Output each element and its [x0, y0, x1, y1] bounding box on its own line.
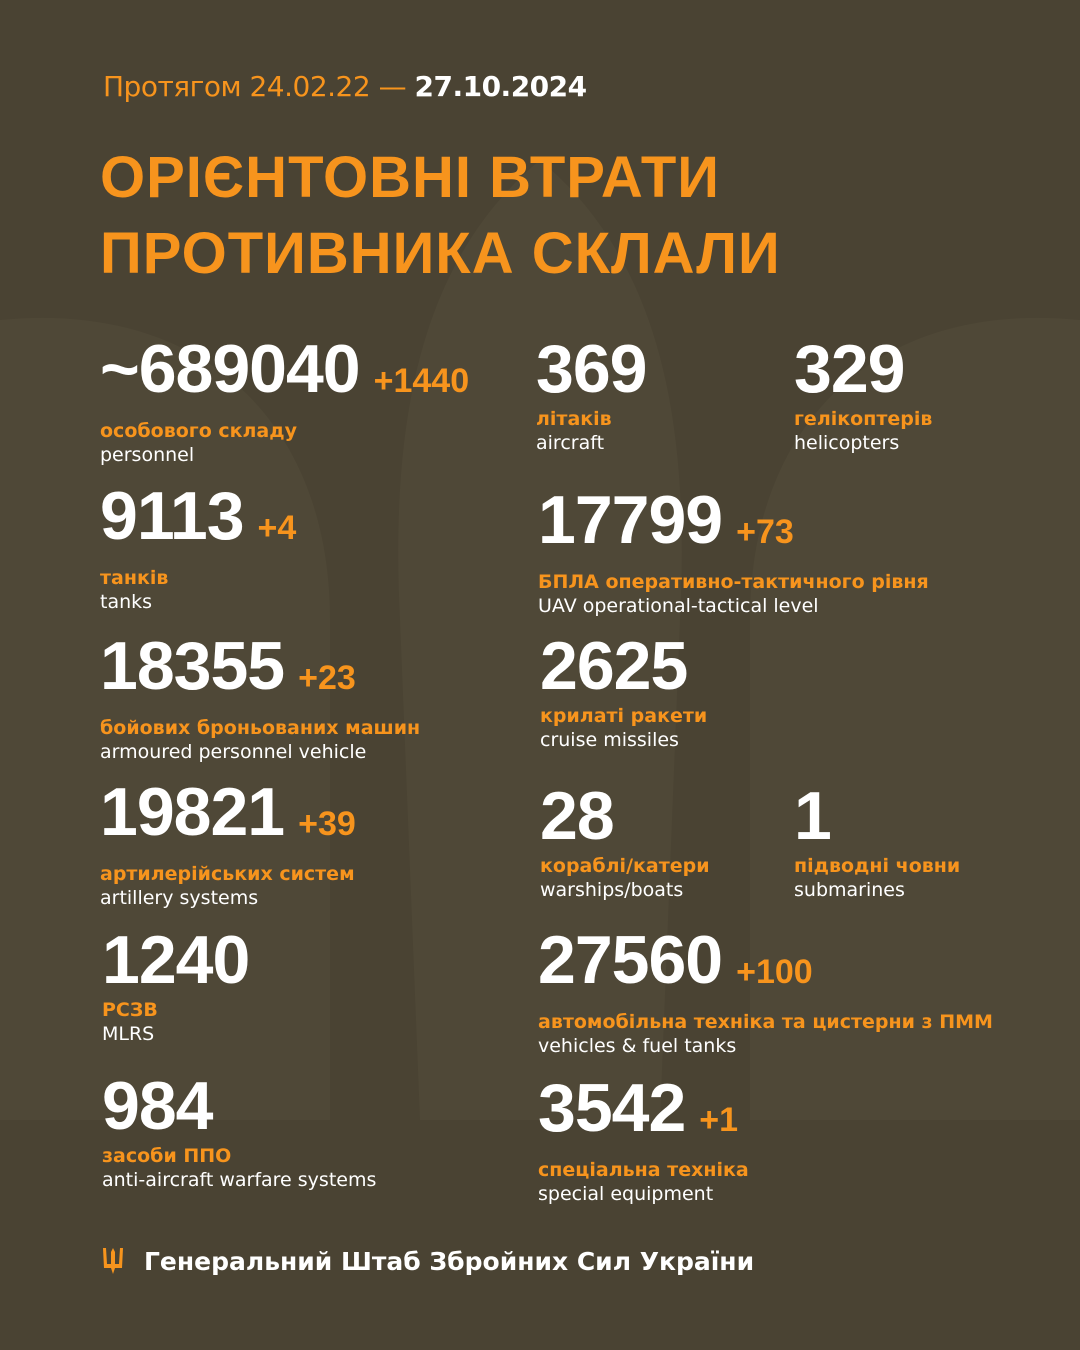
stat-value: 369	[536, 331, 647, 407]
stat-delta: +100	[736, 953, 813, 991]
stat-personnel: ~689040 +1440 особового складу personnel	[100, 335, 469, 468]
stat-delta: +1	[699, 1101, 739, 1139]
stat-label-en: helicopters	[794, 432, 900, 454]
stat-helicopters: 329 гелікоптерів helicopters	[794, 335, 932, 456]
footer-text: Генеральний Штаб Збройних Сил України	[144, 1246, 755, 1276]
page-title: ОРІЄНТОВНІ ВТРАТИ ПРОТИВНИКА СКЛАЛИ	[100, 145, 781, 286]
stat-warships: 28 кораблі/катери warships/boats	[540, 782, 710, 903]
stat-label-ua: кораблі/катери	[540, 855, 710, 877]
stat-label-ua: автомобільна техніка та цистерни з ПММ	[538, 1011, 993, 1033]
stat-delta: +73	[736, 513, 794, 551]
stat-label-en: cruise missiles	[540, 729, 679, 751]
stat-value: 18355 +23	[100, 628, 356, 704]
stat-label-ua: особового складу	[100, 420, 297, 442]
stat-value: 9113 +4	[100, 478, 297, 554]
stat-label-ua: артилерійських систем	[100, 863, 355, 885]
stat-label-en: artillery systems	[100, 887, 259, 909]
stat-value: 1240	[102, 922, 250, 998]
stat-value: 1	[794, 778, 832, 854]
stat-vehicles: 27560 +100 автомобільна техніка та цистер…	[538, 926, 993, 1059]
stat-label-ua: бойових броньованих машин	[100, 717, 421, 739]
stat-label-en: vehicles & fuel tanks	[538, 1035, 737, 1057]
stat-special-equipment: 3542 +1 спеціальна техніка special equipm…	[538, 1074, 749, 1207]
stat-label-ua: спеціальна техніка	[538, 1159, 749, 1181]
stat-artillery: 19821 +39 артилерійських систем artillery…	[100, 778, 356, 911]
stat-label-en: armoured personnel vehicle	[100, 741, 367, 763]
stat-tanks: 9113 +4 танків tanks	[100, 482, 296, 615]
stat-label-ua: гелікоптерів	[794, 408, 933, 430]
stat-label-en: aircraft	[536, 432, 605, 454]
stat-value: 3542 +1	[538, 1070, 739, 1146]
stat-label-ua: підводні човни	[794, 855, 961, 877]
stat-label-en: submarines	[794, 879, 905, 901]
stat-value: ~689040 +1440	[100, 331, 470, 407]
stat-label-en: tanks	[100, 591, 153, 613]
trident-icon	[103, 1248, 123, 1274]
stat-label-en: anti-aircraft warfare systems	[102, 1169, 377, 1191]
stat-uav: 17799 +73 БПЛА оперативно-тактичного рівн…	[538, 486, 929, 619]
stat-delta: +1440	[373, 362, 470, 400]
stat-label-ua: РСЗВ	[102, 999, 158, 1021]
stat-label-en: special equipment	[538, 1183, 714, 1205]
stat-label-en: personnel	[100, 444, 195, 466]
stat-label-en: MLRS	[102, 1023, 155, 1045]
stat-label-ua: БПЛА оперативно-тактичного рівня	[538, 571, 929, 593]
stat-delta: +23	[298, 659, 356, 697]
stat-label-ua: крилаті ракети	[540, 705, 708, 727]
footer: Генеральний Штаб Збройних Сил України	[100, 1246, 754, 1276]
stat-delta: +39	[298, 805, 356, 843]
stat-value: 28	[540, 778, 615, 854]
stat-value: 17799 +73	[538, 482, 794, 558]
stat-label-ua: засоби ППО	[102, 1145, 232, 1167]
period-end-date: 27.10.2024	[414, 70, 587, 103]
stat-delta: +4	[257, 509, 297, 547]
stat-label-ua: літаків	[536, 408, 612, 430]
stat-label-en: UAV operational-tactical level	[538, 595, 819, 617]
stat-value: 19821 +39	[100, 774, 356, 850]
stat-label-en: warships/boats	[540, 879, 684, 901]
period-text: Протягом 24.02.22 — 27.10.2024	[103, 70, 587, 103]
stat-value: 27560 +100	[538, 922, 813, 998]
stat-value: 984	[102, 1068, 213, 1144]
stat-submarines: 1 підводні човни submarines	[794, 782, 960, 903]
stat-mlrs: 1240 РСЗВ MLRS	[102, 922, 250, 1047]
stat-value: 2625	[540, 628, 688, 704]
stat-air-defense: 984 засоби ППО anti-aircraft warfare sys…	[102, 1072, 376, 1193]
stat-aircraft: 369 літаків aircraft	[536, 331, 647, 456]
stat-value: 329	[794, 331, 905, 407]
stat-cruise-missiles: 2625 крилаті ракети cruise missiles	[540, 632, 707, 753]
stat-label-ua: танків	[100, 567, 169, 589]
stat-apv: 18355 +23 бойових броньованих машин armou…	[100, 632, 420, 765]
